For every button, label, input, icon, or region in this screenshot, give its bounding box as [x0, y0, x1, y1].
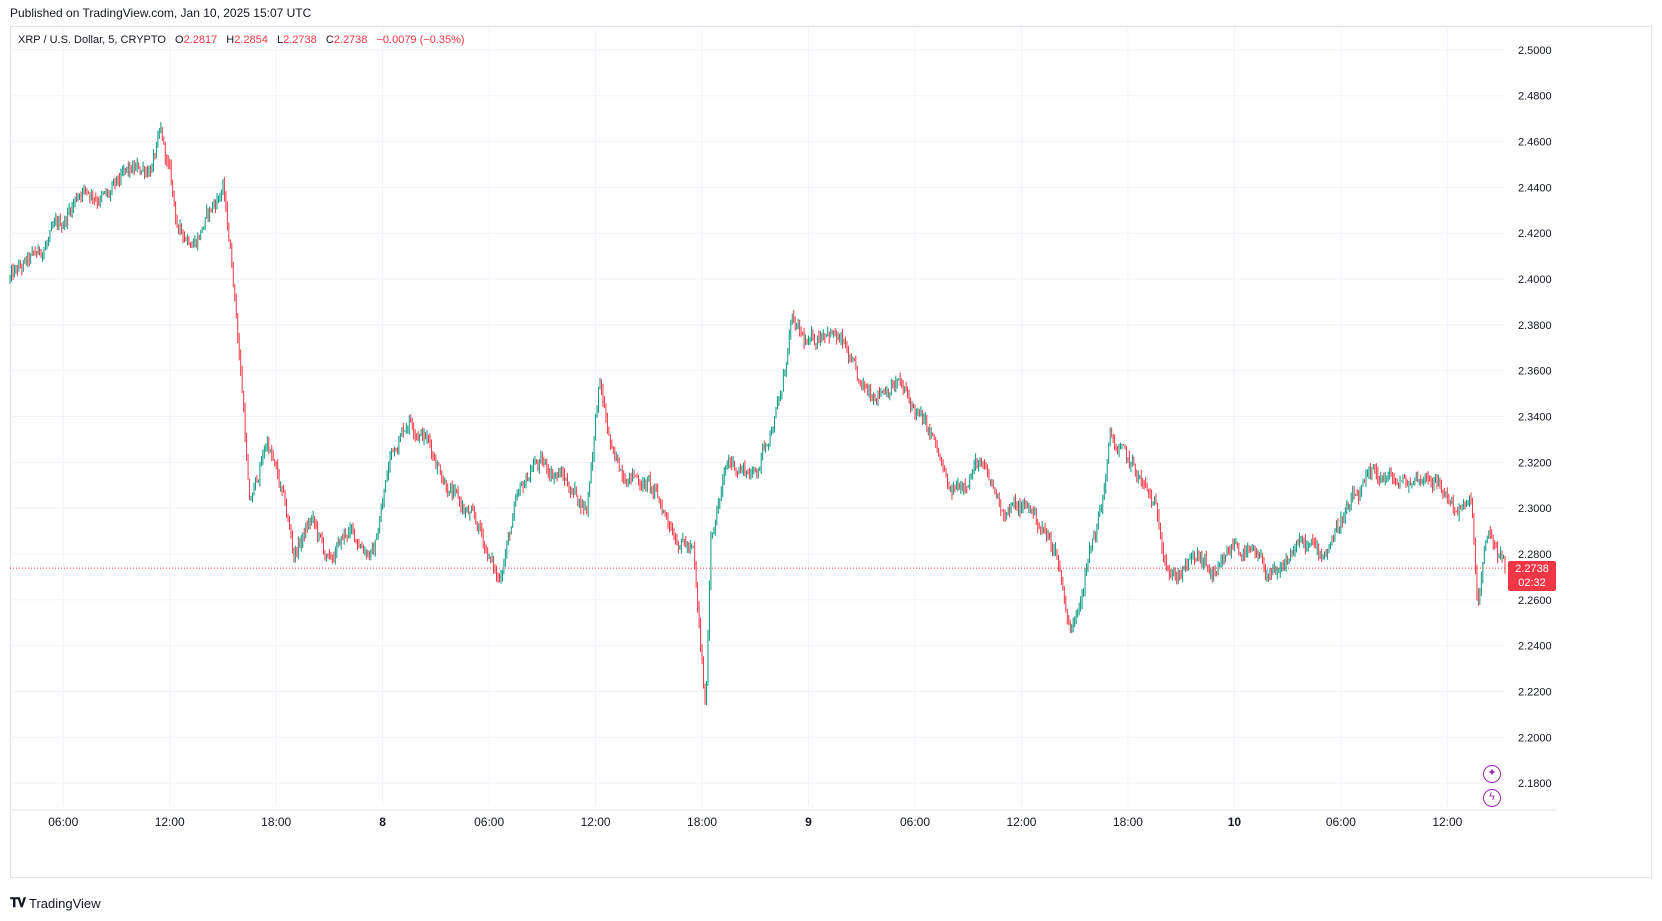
y-tick-label: 2.3800 — [1518, 320, 1552, 332]
y-tick-label: 2.4000 — [1518, 274, 1552, 286]
open-label: O — [175, 34, 184, 46]
y-tick-label: 2.2400 — [1518, 641, 1552, 653]
candles-group — [9, 122, 1506, 706]
bar-countdown: 02:32 — [1518, 577, 1546, 590]
y-tick-label: 2.2600 — [1518, 595, 1552, 607]
y-tick-label: 2.5000 — [1518, 45, 1552, 57]
x-tick-label: 06:00 — [1326, 815, 1356, 829]
tradingview-logo-icon: 𝐓𝐕 — [10, 895, 26, 910]
close-value: 2.2738 — [333, 34, 368, 46]
x-tick-label: 12:00 — [581, 815, 611, 829]
y-tick-label: 2.3000 — [1518, 503, 1552, 515]
change-value: −0.0079 (−0.35%) — [376, 34, 465, 46]
x-tick-label: 12:00 — [1006, 815, 1036, 829]
last-price-tag: 2.2738 02:32 — [1508, 561, 1556, 592]
y-tick-label: 2.3400 — [1518, 412, 1552, 424]
close-label: C — [325, 34, 334, 46]
symbol-label[interactable]: XRP / U.S. Dollar, 5, CRYPTO — [18, 34, 166, 46]
x-tick-label: 06:00 — [48, 815, 78, 829]
x-tick-label: 8 — [379, 815, 386, 829]
x-tick-label: 06:00 — [474, 815, 504, 829]
high-label: H — [226, 34, 235, 46]
x-tick-label: 9 — [805, 815, 812, 829]
y-tick-label: 2.4600 — [1518, 137, 1552, 149]
open-value: 2.2817 — [183, 34, 218, 46]
low-value: 2.2738 — [283, 34, 317, 46]
branding-text: TradingView — [29, 895, 101, 911]
y-tick-label: 2.4800 — [1518, 91, 1552, 103]
x-tick-label: 18:00 — [1113, 815, 1143, 829]
ohlc-legend: XRP / U.S. Dollar, 5, CRYPTO O2.2817 H2.… — [18, 34, 465, 46]
x-tick-label: 06:00 — [900, 815, 930, 829]
x-tick-label: 12:00 — [155, 815, 185, 829]
x-tick-label: 12:00 — [1432, 815, 1462, 829]
chart-frame — [10, 26, 1652, 878]
y-tick-label: 2.2000 — [1518, 732, 1552, 744]
last-price-value: 2.2738 — [1515, 563, 1549, 576]
low-label: L — [276, 34, 284, 46]
y-tick-label: 2.2200 — [1518, 686, 1552, 698]
tradingview-branding: 𝐓𝐕 TradingView — [10, 895, 101, 911]
sparkle-icon[interactable]: ✦ — [1483, 765, 1501, 783]
published-caption: Published on TradingView.com, Jan 10, 20… — [10, 6, 312, 20]
high-value: 2.2854 — [234, 34, 268, 46]
y-tick-label: 2.4400 — [1518, 182, 1552, 194]
lightning-icon[interactable]: ϟ — [1483, 789, 1501, 807]
y-tick-label: 2.1800 — [1518, 778, 1552, 790]
y-tick-label: 2.3600 — [1518, 366, 1552, 378]
x-tick-label: 18:00 — [687, 815, 717, 829]
x-tick-label: 10 — [1228, 815, 1242, 829]
y-tick-label: 2.3200 — [1518, 457, 1552, 469]
y-tick-label: 2.2800 — [1518, 549, 1552, 561]
x-tick-label: 18:00 — [261, 815, 291, 829]
y-tick-label: 2.4200 — [1518, 228, 1552, 240]
